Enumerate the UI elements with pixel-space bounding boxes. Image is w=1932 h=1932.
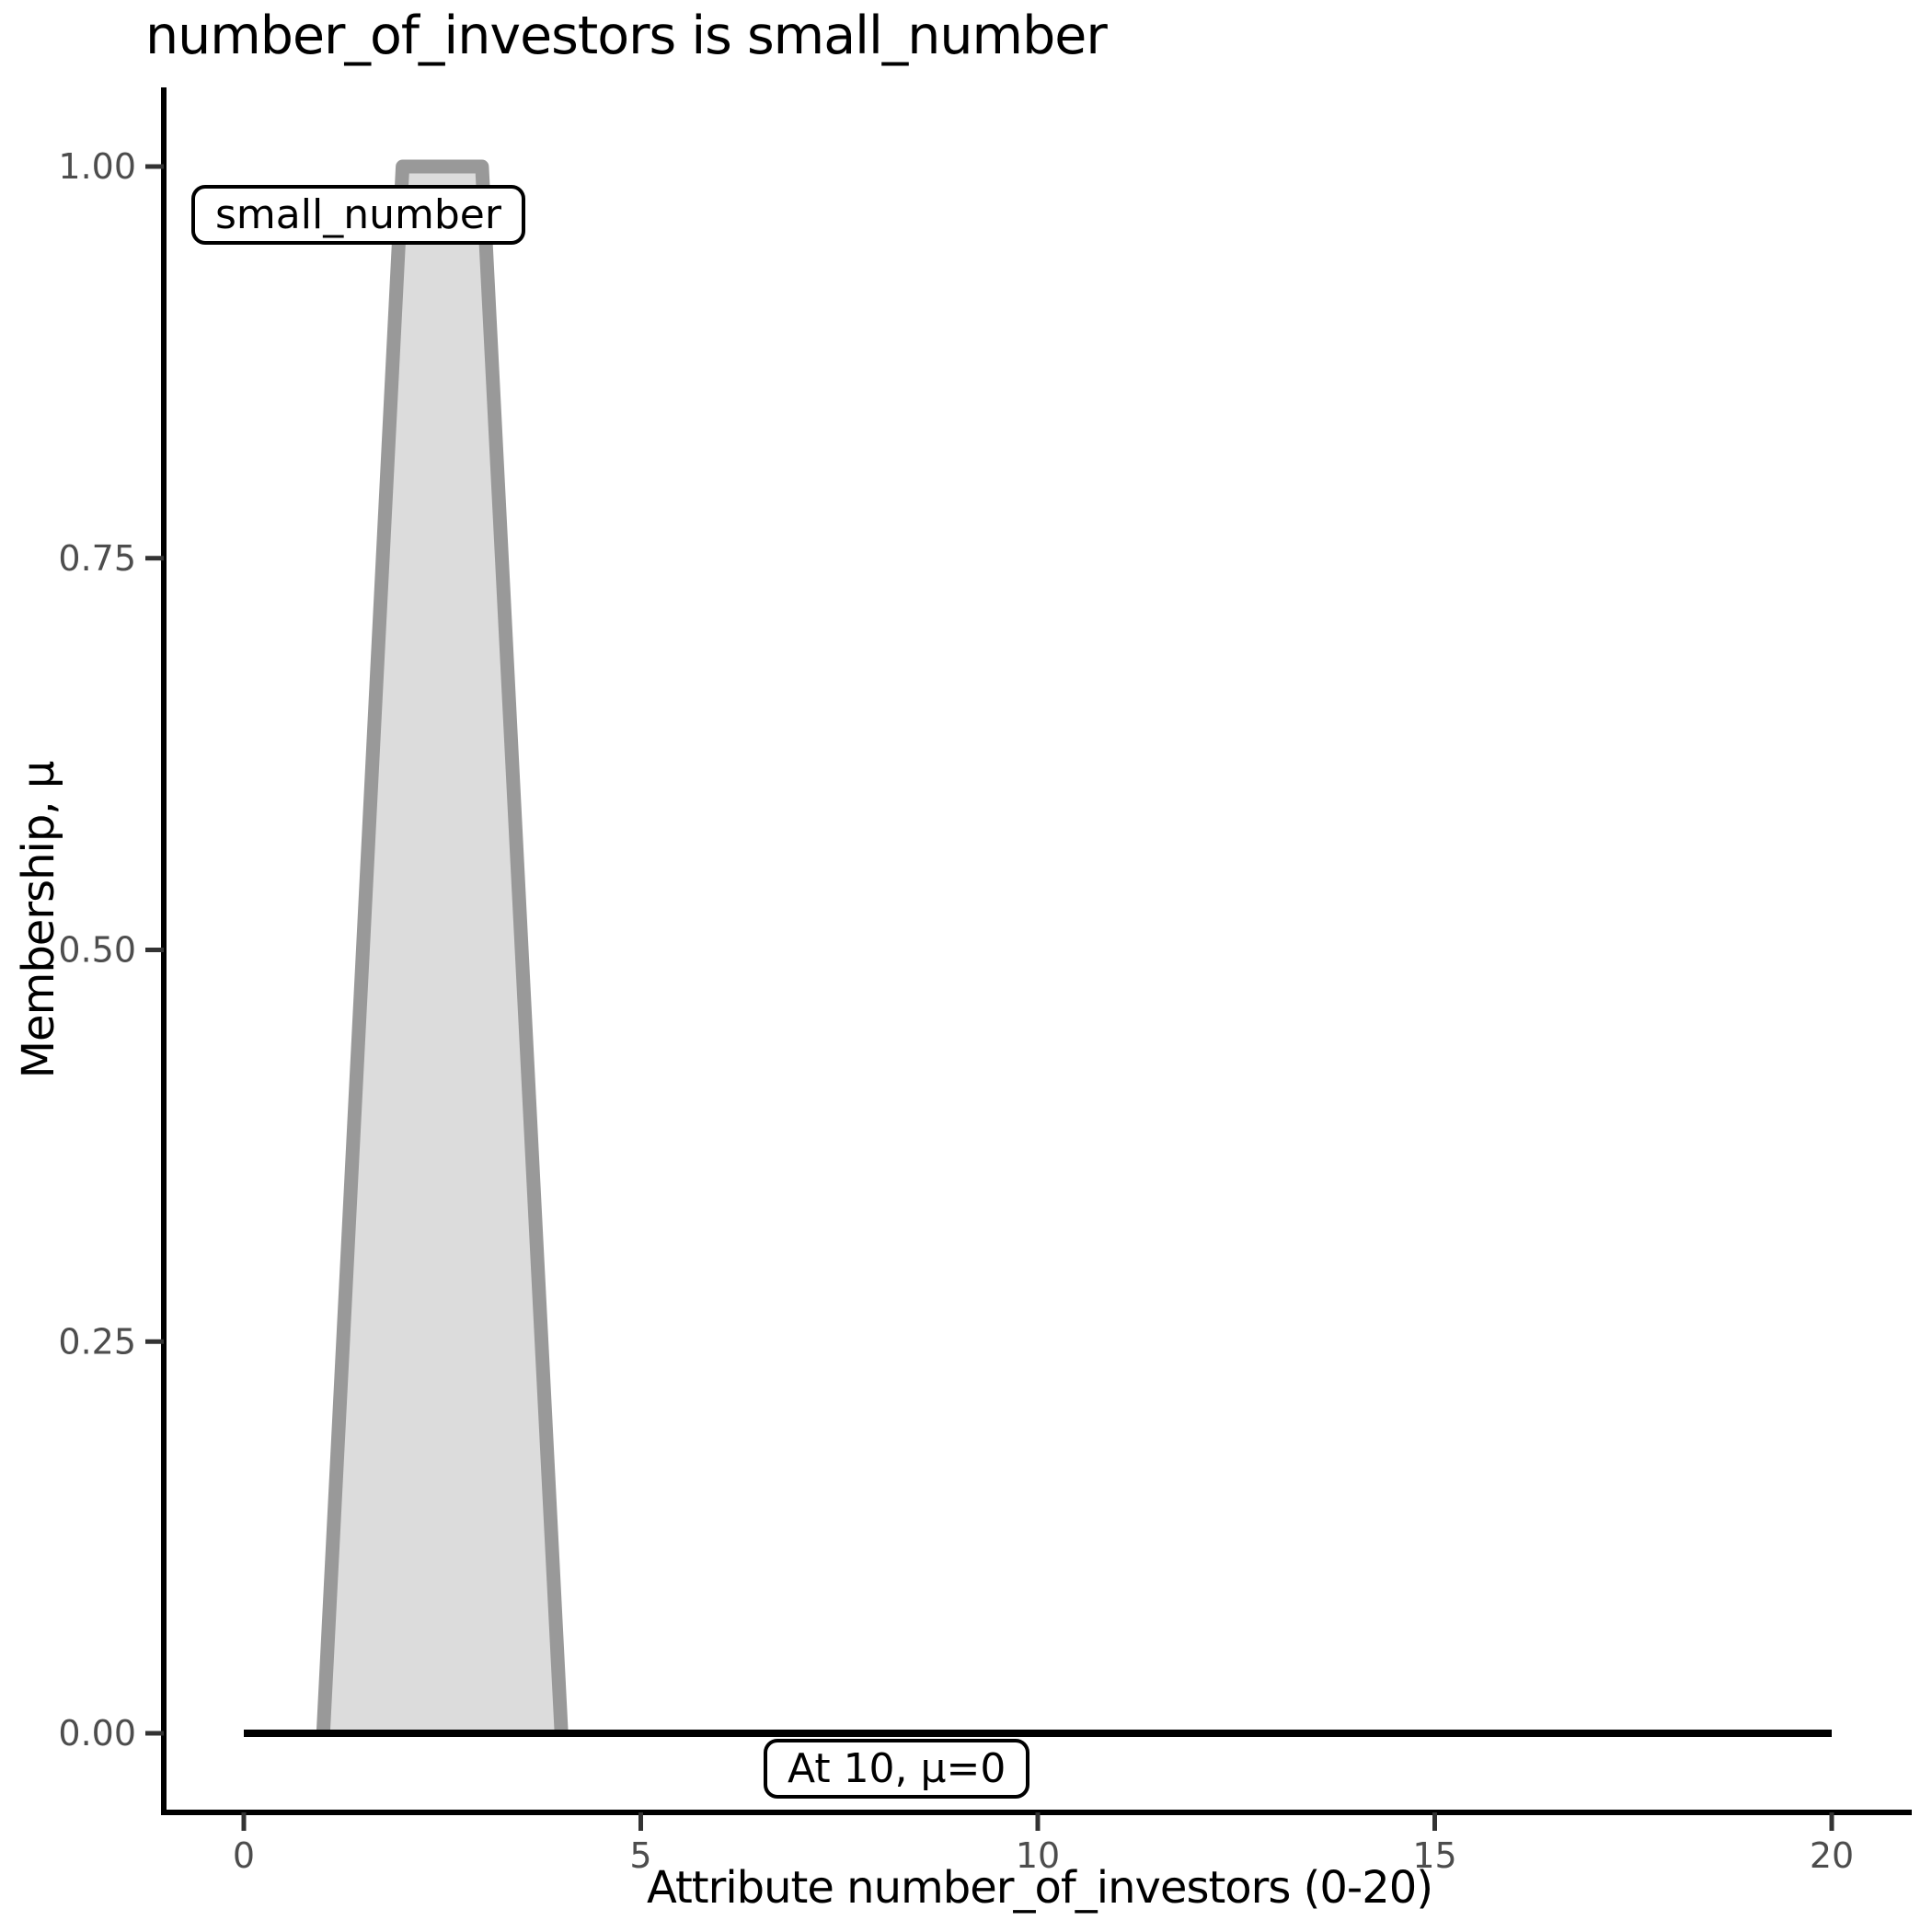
membership-function-outline bbox=[316, 159, 569, 1734]
y-axis-title: Membership, μ bbox=[13, 761, 64, 1079]
point-membership-annotation-text: At 10, μ=0 bbox=[788, 1745, 1006, 1792]
x-tick-label: 10 bbox=[1016, 1835, 1060, 1876]
x-tick-label: 0 bbox=[233, 1835, 255, 1876]
y-tick-label: 0.00 bbox=[58, 1713, 136, 1754]
set-name-annotation-text: small_number bbox=[215, 191, 501, 238]
x-axis-title: Attribute number_of_investors (0-20) bbox=[646, 1862, 1433, 1914]
y-tick-label: 0.25 bbox=[58, 1321, 136, 1362]
point-membership-annotation: At 10, μ=0 bbox=[764, 1739, 1030, 1799]
y-tick-label: 0.75 bbox=[58, 538, 136, 579]
x-axis-ticks: 0 5 10 15 20 bbox=[233, 1812, 1854, 1876]
y-axis-ticks: 0.00 0.25 0.50 0.75 1.00 bbox=[58, 146, 164, 1754]
set-name-annotation: small_number bbox=[191, 185, 525, 245]
x-tick-label: 20 bbox=[1810, 1835, 1854, 1876]
y-tick-label: 0.50 bbox=[58, 930, 136, 971]
y-tick-label: 1.00 bbox=[58, 146, 136, 187]
x-tick-label: 15 bbox=[1412, 1835, 1456, 1876]
chart-title: number_of_investors is small_number bbox=[145, 6, 1108, 66]
x-tick-label: 5 bbox=[629, 1835, 651, 1876]
